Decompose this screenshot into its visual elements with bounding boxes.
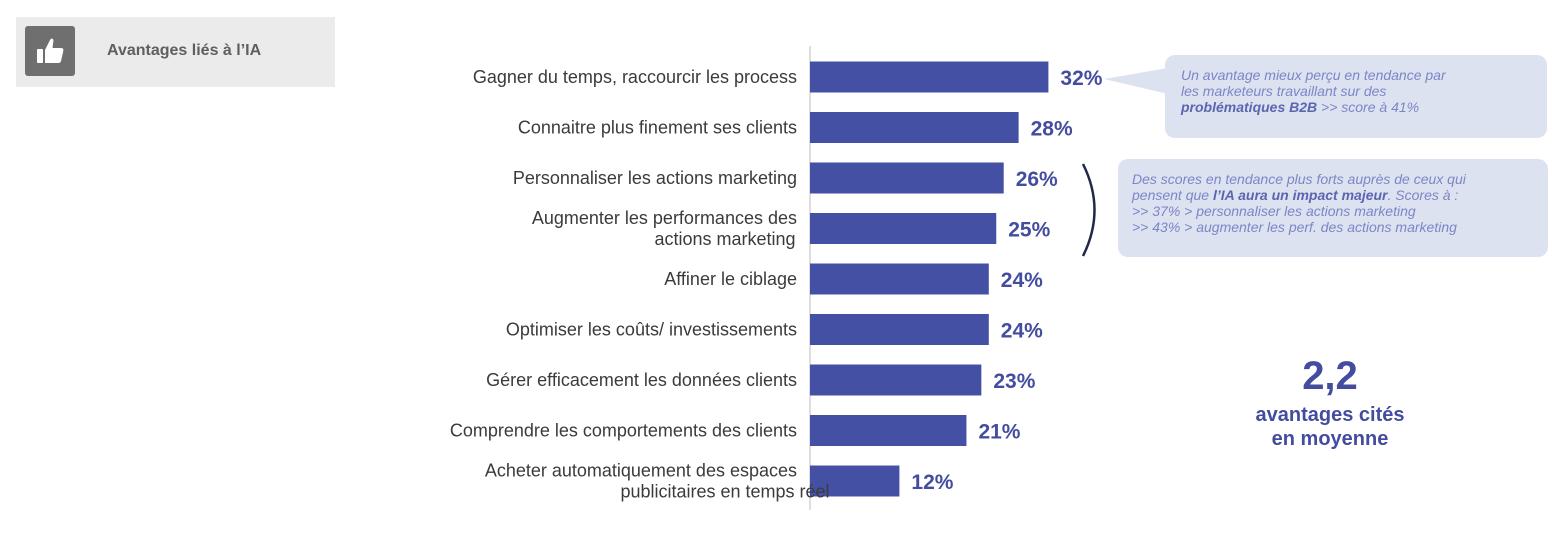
callout-1-tail [1104, 68, 1168, 94]
callout-1-bold: problématiques B2B [1181, 99, 1318, 115]
bar-value-label: 21% [978, 421, 1020, 444]
bar-value-label: 26% [1016, 168, 1058, 191]
bars-layer: 32% Gagner du temps, raccourcir les proce… [450, 61, 1103, 502]
category-label: Connaitre plus finement ses clients [518, 118, 797, 138]
summary-stat: 2,2 avantages cités en moyenne [1205, 355, 1455, 451]
summary-caption-line2: en moyenne [1271, 428, 1389, 450]
callout-2-line1: Des scores en tendance plus forts auprès… [1132, 171, 1466, 187]
category-label: Augmenter les performances des actions ma… [532, 208, 797, 249]
bar [810, 263, 989, 295]
category-label: Gagner du temps, raccourcir les process [473, 67, 797, 87]
bar [810, 213, 997, 244]
bar [810, 415, 967, 446]
callout-1-line1: Un avantage mieux perçu en tendance par [1181, 67, 1446, 83]
section-title: Avantages liés à l’IA [107, 42, 262, 59]
callout-ai-impact: Des scores en tendance plus forts auprès… [1118, 159, 1548, 257]
callout-1-line3: problématiques B2B >> score à 41% [1181, 99, 1533, 115]
bar-value-label: 25% [1008, 219, 1050, 242]
thumbs-up-icon [25, 26, 75, 76]
category-label: Personnaliser les actions marketing [513, 168, 797, 188]
callout-2-suffix: . Scores à : [1387, 187, 1459, 203]
callout-2-line2: pensent que l’IA aura un impact majeur. … [1132, 187, 1536, 203]
category-label: Acheter automatiquement des espaces publi… [485, 461, 830, 502]
category-label: Affiner le ciblage [664, 269, 797, 289]
bar-value-label: 28% [1031, 118, 1073, 141]
bar-value-label: 24% [1001, 269, 1043, 292]
category-label: Comprendre les comportements des clients [450, 421, 797, 441]
section-tag: Avantages liés à l’IA [16, 17, 335, 87]
bar [810, 162, 1004, 194]
bar [810, 314, 989, 345]
bar [810, 61, 1049, 93]
bar-value-label: 24% [1001, 320, 1043, 343]
category-label: Optimiser les coûts/ investissements [506, 320, 797, 340]
callout-2-line3: >> 37% > personnaliser les actions marke… [1132, 203, 1416, 219]
callout-2-prefix: pensent que [1132, 187, 1213, 203]
callout-2-line4: >> 43% > augmenter les perf. des actions… [1132, 219, 1457, 235]
bar [810, 364, 982, 396]
summary-caption-line1: avantages cités [1255, 404, 1405, 426]
bar-value-label: 12% [911, 471, 953, 494]
callout-1-line2: les marketeurs travaillant sur des [1181, 83, 1387, 99]
bracket-icon [1081, 163, 1096, 257]
bar [810, 112, 1019, 143]
bar-value-label: 32% [1060, 67, 1102, 90]
callout-1-tail-text: >> score à 41% [1317, 99, 1420, 115]
category-label: Gérer efficacement les données clients [486, 370, 797, 390]
callout-2-bold: l’IA aura un impact majeur [1212, 187, 1388, 203]
bar-value-label: 23% [993, 370, 1035, 393]
callout-b2b: Un avantage mieux perçu en tendance par … [1165, 55, 1547, 138]
summary-value: 2,2 [1302, 354, 1358, 398]
bar [810, 465, 900, 497]
